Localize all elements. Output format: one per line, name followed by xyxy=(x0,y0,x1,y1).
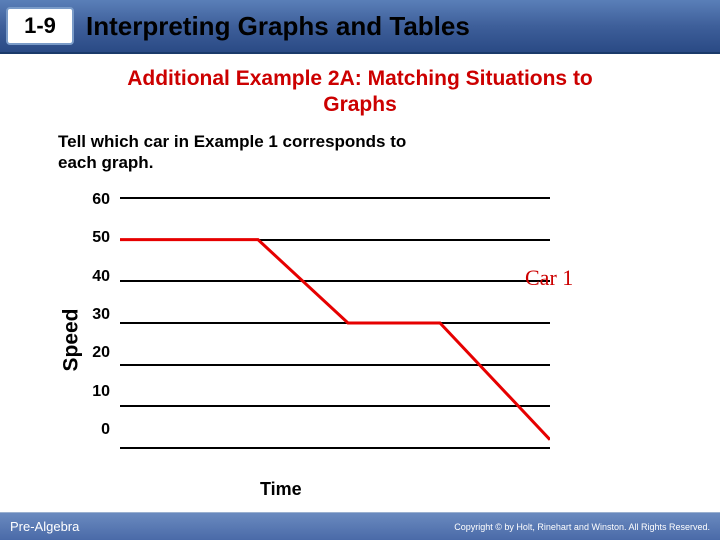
footer-left-text: Pre-Algebra xyxy=(10,519,79,534)
chart-annotation: Car 1 xyxy=(525,265,573,291)
example-title-line-1: Additional Example 2A: Matching Situatio… xyxy=(127,67,593,90)
x-axis-label: Time xyxy=(260,479,302,500)
y-tick: 60 xyxy=(70,190,120,210)
footer-bar: Pre-Algebra Copyright © by Holt, Rinehar… xyxy=(0,512,720,540)
prompt-text: Tell which car in Example 1 corresponds … xyxy=(58,131,690,174)
footer-right-text: Copyright © by Holt, Rinehart and Winsto… xyxy=(454,522,710,532)
content-area: Additional Example 2A: Matching Situatio… xyxy=(0,54,720,173)
example-title: Additional Example 2A: Matching Situatio… xyxy=(30,66,690,119)
header-bar: 1-9 Interpreting Graphs and Tables xyxy=(0,0,720,54)
y-tick: 10 xyxy=(70,382,120,402)
chart-svg xyxy=(120,190,550,450)
prompt-line-2: each graph. xyxy=(58,153,153,172)
y-axis-label: Speed xyxy=(60,308,84,371)
section-number: 1-9 xyxy=(6,7,74,45)
plot-area xyxy=(120,190,550,458)
y-tick: 50 xyxy=(70,228,120,248)
chart-container: Speed 60 50 40 30 20 10 0 Car 1 Time xyxy=(70,190,630,490)
page-title: Interpreting Graphs and Tables xyxy=(86,11,470,42)
prompt-line-1: Tell which car in Example 1 corresponds … xyxy=(58,132,406,151)
y-tick: 40 xyxy=(70,267,120,287)
y-tick: 0 xyxy=(70,420,120,440)
example-title-line-2: Graphs xyxy=(323,93,397,116)
data-line xyxy=(120,240,550,440)
